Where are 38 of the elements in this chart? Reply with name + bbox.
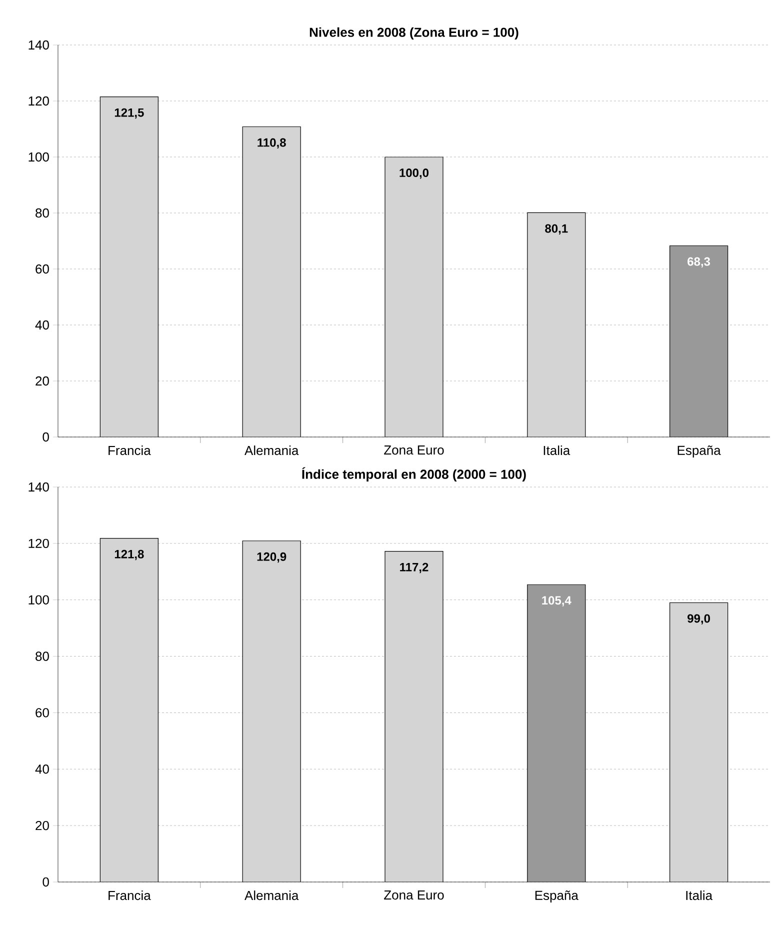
y-tick-label: 100 — [28, 152, 49, 162]
data-label: 121,5 — [114, 108, 144, 119]
y-tick-label: 20 — [36, 820, 49, 830]
data-label: 110,8 — [258, 138, 286, 149]
data-label: 68,3 — [688, 257, 710, 268]
y-tick-label: 40 — [35, 764, 49, 774]
data-label: 120,9 — [257, 552, 286, 563]
data-label: 117,2 — [400, 562, 428, 574]
y-tick-label: 100 — [28, 595, 49, 604]
y-tick-label: 60 — [36, 264, 49, 274]
x-tick-label: España — [678, 446, 721, 458]
data-label: 100,0 — [400, 168, 429, 179]
y-tick-label: 80 — [36, 652, 49, 661]
x-tick-label: Alemania — [244, 446, 299, 456]
chart-title: Índice temporal en 2008 (2000 = 100) — [302, 467, 526, 482]
data-label: 80,1 — [545, 224, 568, 234]
x-tick-label: Alemania — [244, 890, 299, 900]
data-label: 99,0 — [688, 614, 710, 624]
x-tick-label: Francia — [108, 890, 151, 900]
x-tick-label: España — [535, 890, 578, 903]
y-tick-label: 0 — [42, 877, 49, 887]
y-tick-label: 120 — [28, 96, 49, 106]
data-label: 121,8 — [114, 550, 144, 560]
x-tick-label: Italia — [686, 890, 713, 900]
y-tick-label: 140 — [28, 482, 49, 492]
y-tick-label: 140 — [28, 40, 49, 50]
y-tick-label: 40 — [35, 320, 49, 330]
x-tick-label: Italia — [544, 446, 570, 456]
x-tick-label: Zona Euro — [384, 890, 444, 900]
y-tick-label: 120 — [28, 538, 49, 548]
y-tick-label: 80 — [36, 208, 49, 218]
data-label: 105,4 — [542, 596, 572, 606]
chart-title: Niveles en 2008 (Zona Euro = 100) — [310, 27, 518, 40]
y-tick-label: 0 — [42, 432, 49, 442]
y-tick-label: 60 — [36, 708, 49, 718]
x-tick-label: Zona Euro — [384, 446, 444, 455]
x-tick-label: Francia — [108, 446, 151, 456]
y-tick-label: 20 — [36, 376, 49, 386]
